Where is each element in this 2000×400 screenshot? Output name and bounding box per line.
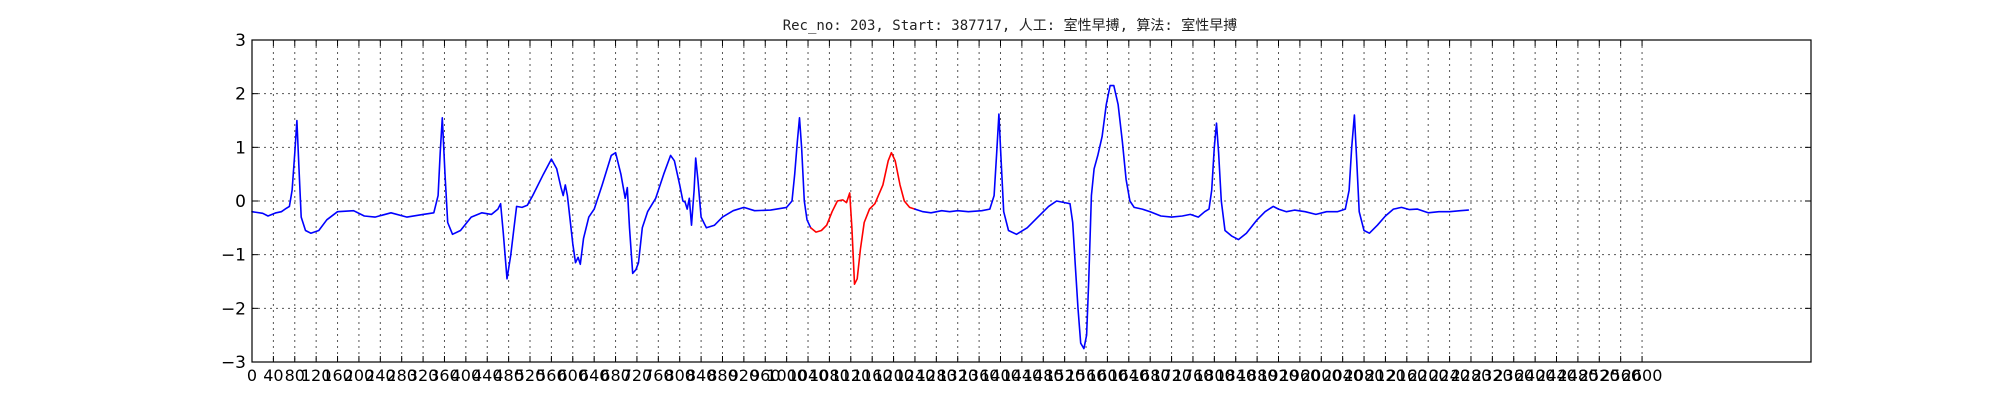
x-tick-label: 80: [285, 366, 305, 385]
x-tick-label: 1640: [1108, 366, 1149, 385]
x-axis: 0 40 8012016020024028032036040044048052056…: [247, 40, 1663, 385]
series-line-2: [809, 151, 916, 286]
x-tick-label: 1440: [1002, 366, 1043, 385]
x-tick-label: 2560: [1600, 366, 1641, 385]
series-line-1: [251, 117, 812, 280]
x-tick-label: 600: [558, 366, 589, 385]
x-tick-label: 520: [515, 366, 546, 385]
y-tick-label: 0: [235, 192, 246, 212]
x-tick-label: 1840: [1215, 366, 1256, 385]
x-tick-label: 840: [686, 366, 717, 385]
x-tick-label: 120: [301, 366, 332, 385]
x-tick-label: 2600: [1622, 366, 1663, 385]
y-tick-label: −3: [221, 353, 246, 373]
x-tick-label: 2360: [1493, 366, 1534, 385]
x-tick-label: 1560: [1066, 366, 1107, 385]
x-tick-label: 2080: [1344, 366, 1385, 385]
x-tick-label: 920: [729, 366, 760, 385]
x-tick-label: 1480: [1023, 366, 1064, 385]
x-tick-label: 1520: [1044, 366, 1085, 385]
x-tick-label: 1600: [1087, 366, 1128, 385]
x-tick-label: 760: [643, 366, 674, 385]
x-tick-label: 640: [579, 366, 610, 385]
y-axis: −3 −2 −1 0 1 2 3: [221, 31, 1811, 373]
x-tick-label: 40: [263, 366, 283, 385]
x-tick-label: 720: [622, 366, 653, 385]
x-tick-label: 1680: [1130, 366, 1171, 385]
x-tick-label: 1960: [1280, 366, 1321, 385]
x-tick-label: 1400: [980, 366, 1021, 385]
x-tick-label: 320: [408, 366, 439, 385]
x-tick-label: 200: [344, 366, 375, 385]
x-tick-label: 1760: [1173, 366, 1214, 385]
x-tick-label: 280: [386, 366, 417, 385]
x-tick-label: 1800: [1194, 366, 1235, 385]
x-tick-label: 1080: [809, 366, 850, 385]
x-tick-label: 880: [707, 366, 738, 385]
x-tick-label: 160: [322, 366, 353, 385]
x-tick-label: 2320: [1472, 366, 1513, 385]
x-tick-label: 2040: [1322, 366, 1363, 385]
x-tick-label: 1880: [1237, 366, 1278, 385]
x-tick-label: 1320: [937, 366, 978, 385]
x-tick-label: 400: [451, 366, 482, 385]
x-tick-label: 1920: [1258, 366, 1299, 385]
x-tick-label: 2240: [1429, 366, 1470, 385]
x-tick-label: 2480: [1558, 366, 1599, 385]
x-tick-label: 480: [493, 366, 524, 385]
grid: [252, 40, 1811, 362]
x-tick-label: 2400: [1515, 366, 1556, 385]
x-tick-label: 0: [247, 366, 257, 385]
x-tick-label: 240: [365, 366, 396, 385]
x-tick-label: 2000: [1301, 366, 1342, 385]
x-tick-label: 1280: [916, 366, 957, 385]
x-tick-label: 2280: [1451, 366, 1492, 385]
x-tick-label: 360: [429, 366, 460, 385]
x-tick-label: 1240: [895, 366, 936, 385]
x-tick-label: 2440: [1536, 366, 1577, 385]
x-tick-label: 2160: [1386, 366, 1427, 385]
x-tick-label: 2520: [1579, 366, 1620, 385]
x-tick-label: 1200: [873, 366, 914, 385]
x-tick-label: 440: [472, 366, 503, 385]
y-tick-label: 1: [235, 138, 246, 158]
y-tick-label: 3: [235, 31, 246, 51]
x-tick-label: 1040: [788, 366, 829, 385]
x-tick-label: 1720: [1151, 366, 1192, 385]
x-tick-label: 1000: [766, 366, 807, 385]
y-tick-label: −2: [221, 299, 246, 319]
x-tick-label: 2200: [1408, 366, 1449, 385]
x-tick-label: 960: [750, 366, 781, 385]
series-line-3: [914, 84, 1470, 350]
chart-title: Rec_no: 203, Start: 387717, 人工: 室性早搏, 算法…: [783, 17, 1238, 34]
x-tick-label: 800: [664, 366, 695, 385]
x-tick-label: 1360: [959, 366, 1000, 385]
y-tick-label: 2: [235, 85, 246, 105]
x-tick-label: 2120: [1365, 366, 1406, 385]
series-group: [251, 84, 1470, 350]
x-tick-label: 1120: [830, 366, 871, 385]
y-tick-label: −1: [221, 246, 246, 266]
x-tick-label: 1160: [852, 366, 893, 385]
plot-area-frame: [251, 39, 1812, 363]
x-tick-label: 560: [536, 366, 567, 385]
x-tick-label: 680: [600, 366, 631, 385]
